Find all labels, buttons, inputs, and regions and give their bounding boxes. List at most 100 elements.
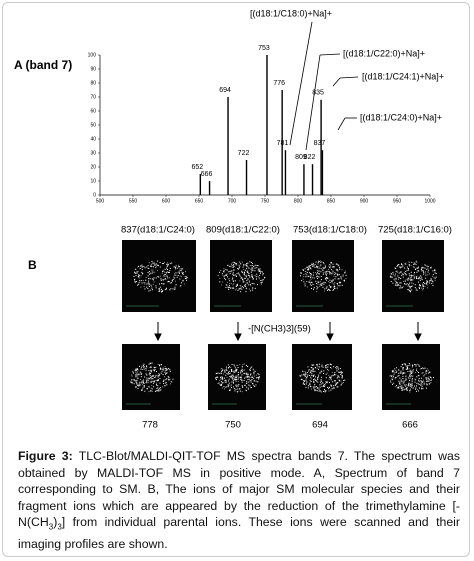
speckle	[241, 379, 243, 381]
speckle	[427, 266, 429, 268]
speckle	[300, 273, 302, 275]
x-tick-label: 650	[195, 198, 204, 204]
speckle	[140, 376, 142, 378]
speckle	[339, 371, 341, 373]
speckle	[422, 381, 424, 383]
fragment-label: 666	[402, 420, 418, 431]
speckle	[322, 382, 324, 384]
speckle	[229, 366, 231, 368]
speckle	[338, 267, 340, 269]
speckle	[421, 277, 423, 279]
speckle	[150, 390, 152, 392]
speckle	[318, 281, 320, 283]
speckle	[401, 263, 403, 265]
speckle	[320, 283, 322, 285]
speckle	[232, 370, 234, 372]
speckle	[164, 379, 166, 381]
speckle	[159, 390, 161, 392]
speckle	[228, 378, 230, 380]
speckle	[325, 365, 327, 367]
speckle	[237, 391, 239, 393]
speckle	[415, 379, 417, 381]
speckle	[150, 371, 152, 373]
speckle	[310, 288, 312, 290]
speckle	[307, 374, 309, 376]
speckle	[160, 290, 162, 292]
speckle	[398, 272, 400, 274]
speckle	[236, 273, 238, 275]
speckle	[321, 385, 323, 387]
speckle	[317, 266, 319, 268]
speckle	[245, 287, 247, 289]
speckle	[329, 267, 331, 269]
speckle	[402, 274, 404, 276]
speckle	[417, 267, 419, 269]
speckle	[247, 266, 249, 268]
speckle	[340, 373, 342, 375]
speckle	[317, 377, 319, 379]
speckle	[312, 276, 314, 278]
speckle	[333, 380, 335, 382]
speckle	[162, 283, 164, 285]
speckle	[402, 367, 404, 369]
speckle	[312, 272, 314, 274]
peak	[266, 55, 268, 195]
speckle	[399, 386, 401, 388]
speckle	[154, 264, 156, 266]
speckle	[251, 275, 253, 277]
speckle	[152, 369, 154, 371]
speckle	[398, 387, 400, 389]
speckle	[304, 285, 306, 287]
speckle	[309, 283, 311, 285]
speckle	[421, 377, 423, 379]
speckle	[407, 278, 409, 280]
speckle	[417, 269, 419, 271]
speckle	[159, 378, 161, 380]
speckle	[401, 275, 403, 277]
speckle	[305, 386, 307, 388]
speckle	[421, 380, 423, 382]
annotation: [(d18:1/C24:1)+Na]+	[362, 71, 444, 81]
speckle	[142, 381, 144, 383]
speckle	[232, 264, 234, 266]
speckle	[409, 374, 411, 376]
speckle	[234, 371, 236, 373]
speckle	[227, 271, 229, 273]
speckle	[408, 273, 410, 275]
speckle	[415, 385, 417, 387]
speckle	[418, 284, 420, 286]
speckle	[422, 367, 424, 369]
speckle	[222, 281, 224, 283]
speckle	[141, 389, 143, 391]
speckle	[241, 277, 243, 279]
speckle	[251, 266, 253, 268]
speckle	[137, 384, 139, 386]
speckle	[422, 284, 424, 286]
speckle	[302, 278, 304, 280]
speckle	[232, 377, 234, 379]
speckle	[333, 275, 335, 277]
speckle	[255, 374, 257, 376]
speckle	[312, 371, 314, 373]
speckle	[398, 369, 400, 371]
speckle	[409, 383, 411, 385]
speckle	[320, 391, 322, 393]
speckle	[330, 261, 332, 263]
speckle	[337, 264, 339, 266]
speckle	[329, 282, 331, 284]
speckle	[336, 383, 338, 385]
speckle	[401, 273, 403, 275]
speckle	[395, 372, 397, 374]
speckle	[151, 260, 153, 262]
speckle	[151, 285, 153, 287]
speckle	[426, 383, 428, 385]
speckle	[250, 386, 252, 388]
speckle	[420, 380, 422, 382]
speckle	[163, 262, 165, 264]
speckle	[323, 283, 325, 285]
speckle	[219, 383, 221, 385]
speckle	[224, 371, 226, 373]
speckle	[148, 382, 150, 384]
speckle	[402, 389, 404, 391]
speckle	[427, 376, 429, 378]
